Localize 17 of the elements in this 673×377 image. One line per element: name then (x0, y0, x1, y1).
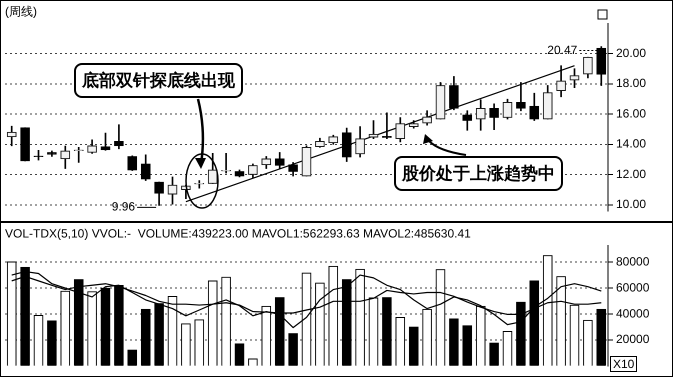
y-tick-label: 60000 (616, 280, 650, 294)
y-tick-label: 16.00 (616, 106, 646, 120)
y-tick-label: 14.00 (616, 136, 646, 151)
annotation: 9.96 (112, 200, 136, 214)
y-tick-label: 10.00 (616, 197, 646, 212)
y-tick-label: 20000 (616, 332, 650, 346)
y-tick-label: 12.00 (616, 166, 646, 181)
annotation: 股价处于上涨趋势中 (394, 156, 563, 191)
y-tick-label: 80000 (616, 254, 650, 269)
annotation: 底部双针探底线出现 (74, 63, 243, 98)
chart-title: VOL-TDX(5,10) VVOL:- VOLUME:439223.00 MAVOL1:562293.63 MAVOL2:485630.41 (5, 226, 472, 241)
text: X10 (610, 356, 638, 372)
chart-title: (周线) (5, 4, 37, 19)
annotation: 20.47 (547, 42, 578, 57)
y-tick-label: 20.00 (616, 46, 646, 60)
y-tick-label: 40000 (616, 306, 650, 320)
y-tick-label: 18.00 (616, 76, 646, 90)
